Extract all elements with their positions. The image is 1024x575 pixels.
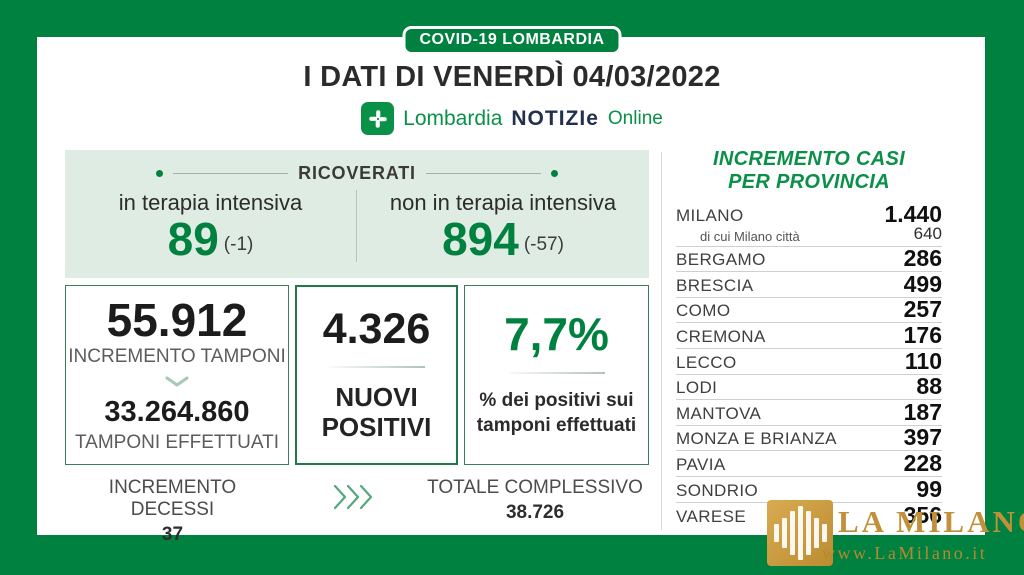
totale-complessivo-value: 38.726 [505, 502, 565, 523]
province-name: BERGAMO [676, 250, 766, 270]
province-name: MONZA E BRIANZA [676, 429, 837, 449]
table-row-lecco: LECCO 110 [676, 349, 942, 375]
logo-brand-text: NOTIZIe [511, 106, 599, 130]
ricoverati-panel: RICOVERATI in terapia intensiva 89 (-1) … [65, 150, 649, 278]
divider-line [508, 372, 605, 375]
province-name: VARESE [676, 507, 747, 527]
totale-complessivo-label: TOTALE COMPLESSIVO [427, 477, 643, 498]
lombardia-notizie-logo: Lombardia NOTIZIe Online [0, 102, 1024, 135]
percentuale-label-2: tamponi effettuati [476, 415, 637, 436]
province-title-line1: INCREMENTO CASI [713, 148, 905, 170]
province-value: 187 [903, 398, 942, 425]
page-title: I DATI DI VENERDÌ 04/03/2022 [303, 61, 721, 93]
covid-lombardia-badge: COVID-19 LOMBARDIA [402, 26, 622, 55]
watermark-title: LA MILANO [838, 504, 1024, 539]
nuovi-positivi-value: 4.326 [322, 304, 431, 353]
non-terapia-intensiva-value: 894 [442, 213, 519, 265]
percentuale-label-1: % dei positivi sui [479, 390, 634, 412]
tamponi-effettuati-label: TAMPONI EFFETTUATI [74, 431, 280, 453]
table-row-como: COMO 257 [676, 298, 942, 324]
table-row-pavia: PAVIA 228 [676, 451, 942, 477]
logo-region-text: Lombardia [403, 106, 503, 130]
province-name: MILANO [676, 205, 744, 225]
divider-line [328, 365, 425, 368]
province-value: 499 [903, 270, 942, 297]
nuovi-positivi-box: 4.326 NUOVI POSITIVI [295, 285, 458, 465]
province-name: LECCO [676, 352, 737, 372]
terapia-intensiva-value: 89 [167, 213, 219, 265]
province-value: 228 [903, 449, 942, 476]
totale-complessivo-block: TOTALE COMPLESSIVO 38.726 [420, 477, 650, 524]
province-value: 88 [916, 373, 942, 400]
table-row-brescia: BRESCIA 499 [676, 272, 942, 298]
province-title: INCREMENTO CASI PER PROVINCIA [676, 148, 942, 194]
table-row-milano: MILANO 1.440 [676, 201, 942, 227]
table-row-varese: VARESE 356 [676, 503, 942, 529]
lamilano-logo-icon [767, 500, 833, 566]
table-row-cremona: CREMONA 176 [676, 323, 942, 349]
province-value: 286 [903, 245, 942, 272]
incremento-tamponi-label: INCREMENTO TAMPONI [68, 345, 286, 367]
province-value: 356 [903, 502, 942, 529]
nuovi-positivi-label-2: POSITIVI [321, 411, 432, 442]
table-row-sondrio: SONDRIO 99 [676, 477, 942, 503]
stat-boxes-row: 55.912 INCREMENTO TAMPONI 33.264.860 TAM… [65, 285, 649, 465]
province-name: SONDRIO [676, 480, 759, 500]
divider-line [173, 173, 289, 174]
ricoverati-header: RICOVERATI [65, 150, 649, 184]
province-title-line2: PER PROVINCIA [728, 171, 890, 193]
chevron-down-icon [164, 375, 190, 393]
table-row-mantova: MANTOVA 187 [676, 400, 942, 426]
province-sub-value: 640 [913, 223, 942, 243]
province-value: 110 [904, 347, 942, 374]
nuovi-positivi-label-1: NUOVI [335, 381, 418, 412]
incremento-tamponi-value: 55.912 [106, 293, 248, 346]
province-value: 176 [903, 321, 942, 348]
table-row-bergamo: BERGAMO 286 [676, 247, 942, 273]
province-value: 397 [903, 424, 942, 451]
province-table: INCREMENTO CASI PER PROVINCIA MILANO 1.4… [676, 148, 942, 528]
incremento-decessi-value: 37 [161, 524, 184, 545]
province-name: LODI [676, 378, 718, 398]
non-terapia-intensiva-delta: (-57) [523, 234, 564, 255]
triple-chevron-right-icon [330, 483, 380, 516]
tamponi-box: 55.912 INCREMENTO TAMPONI 33.264.860 TAM… [65, 285, 289, 465]
rosa-camuna-icon [361, 102, 395, 135]
province-name: PAVIA [676, 454, 726, 474]
province-name: MANTOVA [676, 403, 762, 423]
province-sub-name: di cui Milano città [700, 228, 800, 244]
logo-suffix-text: Online [607, 107, 663, 129]
green-dot-icon [156, 170, 164, 177]
ricoverati-title: RICOVERATI [298, 163, 416, 183]
incremento-decessi-label: INCREMENTO DECESSI [108, 477, 237, 520]
incremento-decessi-block: INCREMENTO DECESSI 37 [65, 477, 280, 546]
tamponi-effettuati-value: 33.264.860 [104, 395, 250, 428]
percentuale-value: 7,7% [504, 308, 609, 361]
non-terapia-intensiva-label: non in terapia intensiva [389, 190, 617, 215]
terapia-intensiva-delta: (-1) [223, 234, 254, 255]
table-row-monza-e-brianza: MONZA E BRIANZA 397 [676, 426, 942, 452]
green-dot-icon [550, 170, 558, 177]
watermark-url: www.LaMilano.it [822, 543, 988, 563]
province-value: 99 [916, 475, 942, 502]
province-value: 1.440 [884, 200, 942, 227]
table-row-lodi: LODI 88 [676, 375, 942, 401]
province-value: 257 [903, 296, 942, 323]
province-name: BRESCIA [676, 275, 754, 295]
province-name: CREMONA [676, 326, 766, 346]
terapia-intensiva-label: in terapia intensiva [118, 190, 303, 215]
percentuale-positivi-box: 7,7% % dei positivi sui tamponi effettua… [464, 285, 649, 465]
province-name: COMO [676, 301, 731, 321]
divider-line [425, 173, 541, 174]
non-terapia-intensiva-block: non in terapia intensiva 894 (-57) [357, 190, 649, 262]
vertical-divider [661, 152, 662, 530]
ricoverati-body: in terapia intensiva 89 (-1) non in tera… [65, 190, 649, 262]
table-subrow-milano-citta: di cui Milano città 640 [676, 223, 942, 247]
terapia-intensiva-block: in terapia intensiva 89 (-1) [65, 190, 357, 262]
